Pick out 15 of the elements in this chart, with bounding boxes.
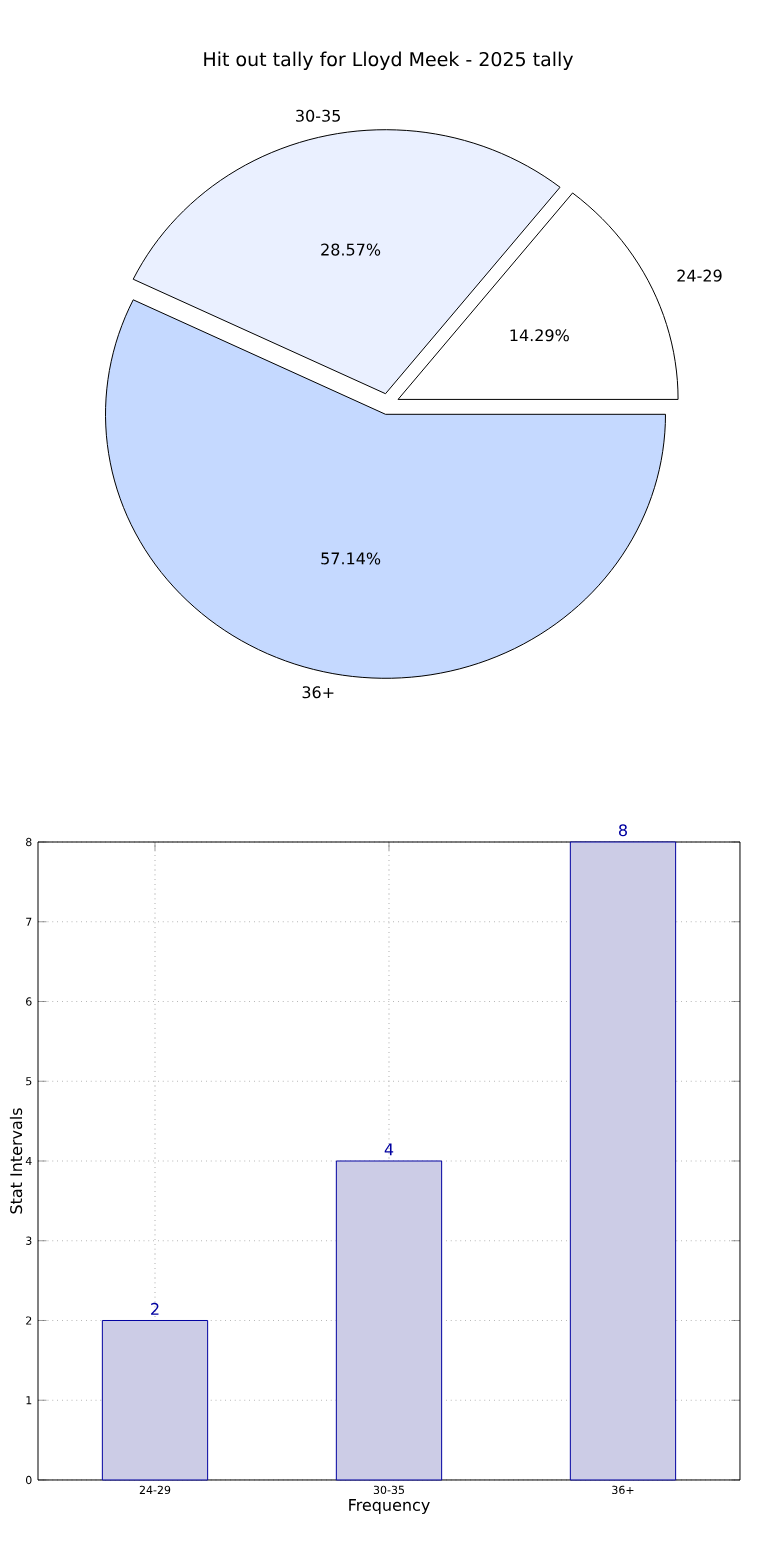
y-axis-title: Stat Intervals [9,1108,23,1214]
data-label: 14.29% [510,329,569,342]
slice-label: 24-29 [677,269,722,282]
chart-title: Hit out tally for Lloyd Meek - 2025 tally [204,51,574,70]
bar [569,841,677,1481]
data-label: 2 [151,1302,159,1315]
bar [335,1160,443,1481]
slice-label: 36+ [302,686,334,699]
slice-label: 30-35 [296,109,340,122]
data-label: 8 [618,824,627,837]
data-label: 4 [384,1143,394,1156]
data-label: 57.14% [321,552,381,565]
x-axis-title: Frequency [349,1499,430,1515]
data-label: 28.57% [321,243,381,256]
bar [101,1319,209,1481]
